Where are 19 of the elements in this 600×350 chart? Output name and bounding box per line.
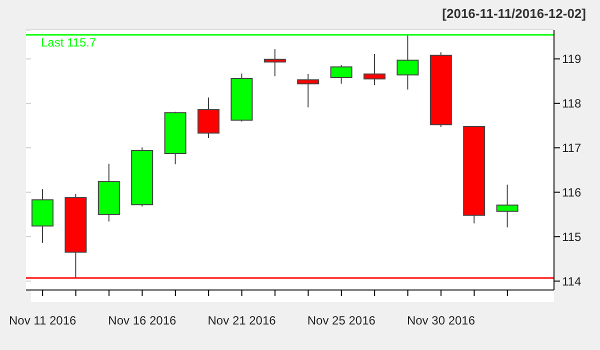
candlestick	[297, 74, 320, 108]
candlestick	[198, 97, 220, 138]
ref-line-label: Last 115.7	[41, 35, 96, 50]
x-tick-label: Nov 30 2016	[406, 314, 476, 328]
y-tick-label: 118	[562, 96, 582, 111]
y-tick-label: 114	[562, 274, 582, 288]
candlestick	[264, 48, 286, 77]
candlestick	[496, 184, 518, 228]
y-tick-label: 119	[562, 52, 582, 66]
y-tick-label: 117	[562, 141, 582, 156]
x-tick-label: Nov 21 2016	[208, 314, 276, 328]
candlestick	[364, 54, 386, 86]
x-tick-label: Nov 11 2016	[9, 314, 76, 328]
x-tick-label: Nov 16 2016	[108, 314, 177, 328]
x-tick-label: Nov 25 2016	[307, 314, 376, 328]
candlestick	[330, 64, 352, 84]
chart-title: [2016-11-11/2016-12-02]	[442, 6, 586, 21]
y-tick-label: 116	[562, 185, 582, 200]
y-tick-label: 115	[562, 230, 582, 244]
